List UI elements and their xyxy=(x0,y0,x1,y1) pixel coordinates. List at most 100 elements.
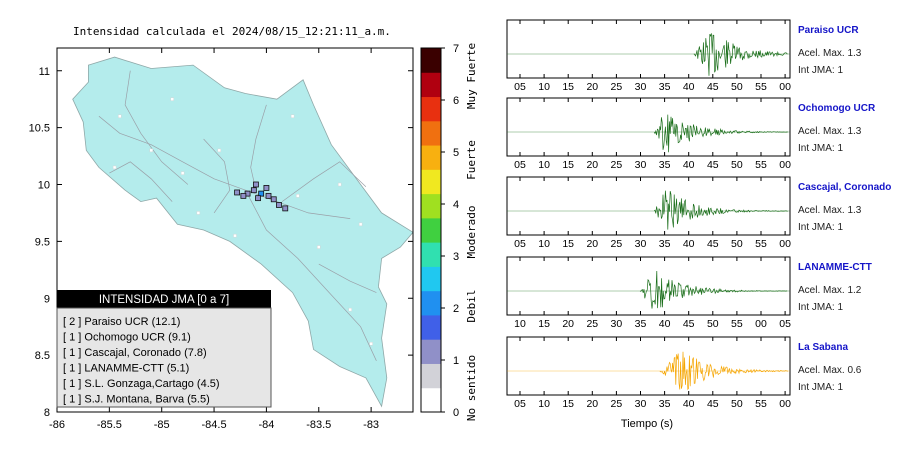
station-accel: Acel. Max. 1.3 xyxy=(798,205,862,216)
waveform-tick-label: 55 xyxy=(755,81,767,93)
waveform-tick-label: 50 xyxy=(731,238,743,250)
waveform-tick-label: 45 xyxy=(707,238,719,250)
map-y-tick-label: 11 xyxy=(39,66,50,78)
legend-item: [ 1 ] LANAMME-CTT (5.1) xyxy=(63,363,189,375)
waveform-tick-label: 25 xyxy=(611,398,623,410)
colorbar-tick-label: 2 xyxy=(453,303,459,315)
waveform-tick-label: 00 xyxy=(779,238,791,250)
costa-rica-land xyxy=(72,56,414,408)
map-x-tick-label: -86 xyxy=(49,419,65,431)
intensity-points xyxy=(234,181,289,212)
intensity-point xyxy=(265,192,272,199)
map-x-tick-label: -83.5 xyxy=(306,419,331,431)
map-x-tick-label: -85 xyxy=(154,419,170,431)
waveform-trace xyxy=(659,351,788,391)
waveform-tick-label: 20 xyxy=(586,81,598,93)
waveform-tick-label: 20 xyxy=(586,238,598,250)
station-jma: Int JMA: 1 xyxy=(798,302,843,313)
road-network xyxy=(98,70,377,361)
intensity-point xyxy=(240,192,247,199)
waveform-trace xyxy=(653,114,788,153)
station-name: LANAMME-CTT xyxy=(798,262,872,273)
waveform-panel: 05 10 15 20 25 30 35 40 45 50 55 00 Paraiso UCR Acel.… xyxy=(506,19,862,93)
waveform-tick-label: 35 xyxy=(635,318,647,330)
waveform-tick-label: 30 xyxy=(611,318,623,330)
station-name: Ochomogo UCR xyxy=(798,103,876,114)
colorbar-tick-label: 1 xyxy=(453,355,459,367)
station-jma: Int JMA: 1 xyxy=(798,65,843,76)
waveform-trace xyxy=(693,33,788,76)
waveform-tick-label: 10 xyxy=(514,318,526,330)
colorbar-tick-label: 3 xyxy=(453,251,459,263)
map-y-tick-label: 8.5 xyxy=(35,350,50,362)
colorbar-category-label: No sentido xyxy=(465,355,478,421)
map-y-tick-label: 9 xyxy=(44,293,50,305)
waveform-tick-label: 35 xyxy=(659,238,671,250)
map-x-axis: -86 -85.5 -85 -84.5 -84 -83.5 -83 xyxy=(49,48,379,431)
waveform-tick-label: 30 xyxy=(635,238,647,250)
waveform-tick-label: 50 xyxy=(731,81,743,93)
intensity-point xyxy=(258,190,265,197)
legend-item: [ 1 ] Ochomogo UCR (9.1) xyxy=(63,332,191,344)
intensity-point xyxy=(282,205,289,212)
waveform-tick-label: 55 xyxy=(755,238,767,250)
waveform-tick-label: 30 xyxy=(635,398,647,410)
waveform-tick-label: 40 xyxy=(683,159,695,171)
waveform-tick-label: 45 xyxy=(683,318,695,330)
waveform-panel: 05 10 15 20 25 30 35 40 45 50 55 00 Cascajal, Corona… xyxy=(506,176,891,250)
waveform-tick-label: 00 xyxy=(755,318,767,330)
waveform-tick-label: 25 xyxy=(611,238,623,250)
waveform-tick-label: 35 xyxy=(659,159,671,171)
waveform-panels: 05 10 15 20 25 30 35 40 45 50 55 00 Paraiso UCR Acel.… xyxy=(506,19,891,410)
intensity-point xyxy=(234,189,240,196)
waveform-tick-label: 25 xyxy=(611,159,623,171)
waveform-x-label: Tiempo (s) xyxy=(621,418,673,430)
colorbar-tick-label: 0 xyxy=(453,407,459,419)
waveform-tick-label: 25 xyxy=(586,318,598,330)
colorbar-tick-label: 6 xyxy=(453,95,459,107)
colorbar-tick-label: 5 xyxy=(453,147,459,159)
station-name: La Sabana xyxy=(798,342,848,353)
waveform-tick-label: 30 xyxy=(635,81,647,93)
waveform-tick-label: 35 xyxy=(659,398,671,410)
waveform-tick-label: 45 xyxy=(707,398,719,410)
waveform-tick-label: 00 xyxy=(779,398,791,410)
station-accel: Acel. Max. 1.2 xyxy=(798,285,862,296)
legend-item: [ 2 ] Paraiso UCR (12.1) xyxy=(63,316,180,328)
map-y-axis: 8 8.5 9 9.5 10 10.5 11 xyxy=(29,66,413,419)
map-x-tick-label: -84.5 xyxy=(202,419,227,431)
waveform-tick-label: 55 xyxy=(755,159,767,171)
waveform-panel: 05 10 15 20 25 30 35 40 45 50 55 00 La Sabana Acel. M… xyxy=(506,336,862,410)
map-y-tick-label: 10.5 xyxy=(29,123,50,135)
waveform-tick-label: 50 xyxy=(731,159,743,171)
waveform-tick-label: 55 xyxy=(731,318,743,330)
intensity-point xyxy=(253,181,259,188)
station-accel: Acel. Max. 1.3 xyxy=(798,126,862,137)
waveform-tick-label: 05 xyxy=(514,398,526,410)
waveform-tick-label: 45 xyxy=(707,159,719,171)
waveform-tick-label: 40 xyxy=(659,318,671,330)
waveform-panel: 10 15 20 25 30 35 40 45 50 55 00 05 LANAMME-CTT Acel.… xyxy=(506,256,872,330)
waveform-tick-label: 20 xyxy=(586,159,598,171)
waveform-tick-label: 45 xyxy=(707,81,719,93)
waveform-tick-label: 55 xyxy=(755,398,767,410)
waveform-tick-label: 30 xyxy=(635,159,647,171)
waveform-tick-label: 15 xyxy=(562,398,574,410)
legend-item: [ 1 ] Cascajal, Coronado (7.8) xyxy=(63,347,207,359)
intensity-point xyxy=(255,195,261,202)
intensity-point xyxy=(270,196,277,203)
waveform-trace xyxy=(653,190,788,230)
waveform-tick-label: 10 xyxy=(538,238,550,250)
waveform-tick-label: 50 xyxy=(707,318,719,330)
waveform-tick-label: 05 xyxy=(514,238,526,250)
waveform-tick-label: 10 xyxy=(538,81,550,93)
colorbar-tick-label: 4 xyxy=(453,199,459,211)
waveform-tick-label: 20 xyxy=(586,398,598,410)
waveform-tick-label: 05 xyxy=(514,159,526,171)
legend-header: INTENSIDAD JMA [0 a 7] xyxy=(99,294,229,306)
waveform-tick-label: 15 xyxy=(562,159,574,171)
colorbar-category-label: Muy Fuerte xyxy=(465,43,478,109)
waveform-panel: 05 10 15 20 25 30 35 40 45 50 55 00 Ochomogo UCR Acel… xyxy=(506,97,876,171)
station-jma: Int JMA: 1 xyxy=(798,222,843,233)
